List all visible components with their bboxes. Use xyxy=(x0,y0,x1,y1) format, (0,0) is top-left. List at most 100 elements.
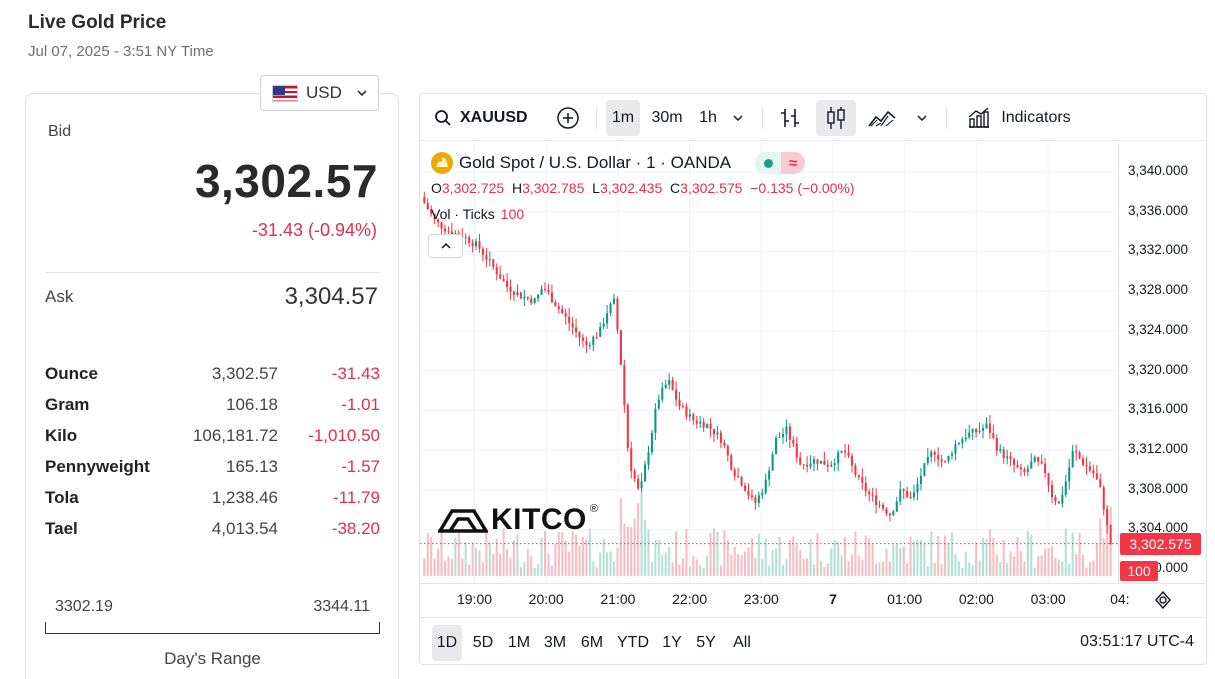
candle-body xyxy=(699,421,702,424)
volume-bar xyxy=(630,526,633,577)
volume-bar xyxy=(423,558,426,577)
range-6m-button[interactable]: 6M xyxy=(580,634,604,651)
volume-bar xyxy=(599,552,602,577)
candles-style-button[interactable] xyxy=(816,100,856,136)
kitco-wordmark: KITCO xyxy=(491,503,587,536)
volume-bar xyxy=(1092,560,1095,577)
range-5y-button[interactable]: 5Y xyxy=(696,634,716,651)
volume-bar xyxy=(1009,551,1012,577)
candle-body xyxy=(792,439,795,444)
volume-bar xyxy=(764,539,767,577)
candle-body xyxy=(785,426,788,435)
candle-body xyxy=(495,266,498,275)
volume-bar xyxy=(1068,563,1071,577)
candle-body xyxy=(561,308,564,313)
candle-body xyxy=(526,296,529,299)
ohlc-values: O3,302.725 H3,302.785 L3,302.435 C3,302.… xyxy=(431,180,855,196)
compare-symbol-button[interactable] xyxy=(552,100,584,136)
range-1d-button[interactable]: 1D xyxy=(432,625,462,661)
market-status-pill[interactable]: ≈ xyxy=(755,152,806,174)
quote-panel xyxy=(25,93,399,679)
x-tick-label: 7 xyxy=(829,591,837,607)
volume-bar xyxy=(499,553,502,577)
collapse-legend-button[interactable] xyxy=(428,234,463,258)
candle-body xyxy=(854,465,857,475)
volume-bar xyxy=(968,562,971,577)
candle-body xyxy=(737,476,740,478)
area-style-button[interactable] xyxy=(864,100,900,136)
candle-body xyxy=(564,312,567,317)
candle-body xyxy=(875,495,878,505)
volume-bar xyxy=(1081,554,1085,577)
range-ytd-button[interactable]: YTD xyxy=(617,634,649,651)
unit-row: Tael 4,013.54 -38.20 xyxy=(45,519,380,550)
candle-body xyxy=(1088,466,1091,471)
range-5d-button[interactable]: 5D xyxy=(472,634,494,651)
candle-body xyxy=(499,274,502,279)
candle-body xyxy=(664,384,667,388)
candle-body xyxy=(643,464,647,482)
interval-30m[interactable]: 30m xyxy=(651,109,683,126)
range-all-button[interactable]: All xyxy=(733,634,751,651)
indicators-button[interactable]: Indicators xyxy=(956,100,1082,136)
volume-bar xyxy=(612,561,616,577)
candle-body xyxy=(778,437,781,439)
volume-bar xyxy=(964,552,967,577)
volume-bar xyxy=(1033,567,1036,577)
unit-row: Kilo 106,181.72 -1,010.50 xyxy=(45,426,380,457)
volume-bar xyxy=(1095,543,1098,577)
volume-bar xyxy=(678,564,681,577)
volume-bar xyxy=(926,565,929,577)
chart-settings-icon[interactable] xyxy=(1153,590,1173,610)
volume-bar xyxy=(1085,567,1088,577)
volume-bar xyxy=(757,533,760,577)
candle-body xyxy=(971,429,974,433)
volume-bar xyxy=(806,558,809,577)
candle-body xyxy=(850,455,853,466)
volume-bar xyxy=(726,539,729,577)
candle-body xyxy=(1009,456,1012,460)
range-1m-button[interactable]: 1M xyxy=(507,634,531,651)
price-chart[interactable] xyxy=(420,143,1118,583)
volume-bar xyxy=(971,565,974,577)
volume-bar xyxy=(837,541,840,577)
volume-bar xyxy=(547,553,550,577)
volume-bar xyxy=(654,539,657,577)
volume-bar xyxy=(733,546,736,577)
page-title: Live Gold Price xyxy=(28,12,167,33)
volume-bar xyxy=(509,557,512,577)
candle-body xyxy=(961,439,964,444)
indicators-icon xyxy=(968,107,990,128)
interval-1m[interactable]: 1m xyxy=(606,100,640,136)
y-tick-label: 3,328.000 xyxy=(1128,282,1189,298)
candle-body xyxy=(1050,485,1054,498)
volume-bar xyxy=(919,539,922,577)
symbol-search[interactable]: XAUUSD xyxy=(428,100,532,136)
candle-body xyxy=(540,288,543,295)
volume-bar xyxy=(550,565,553,577)
volume-bar xyxy=(812,564,816,577)
volume-bar xyxy=(944,535,947,577)
volume-bar xyxy=(823,567,826,577)
volume-bar xyxy=(716,531,719,577)
volume-bar xyxy=(740,554,743,577)
candle-body xyxy=(599,326,602,337)
bars-style-button[interactable] xyxy=(774,100,806,136)
candle-body xyxy=(819,460,822,464)
candle-body xyxy=(506,280,509,287)
y-tick-label: 3,324.000 xyxy=(1128,321,1189,337)
high-label: H xyxy=(511,180,523,196)
currency-select[interactable]: USD xyxy=(260,75,379,111)
volume-bar xyxy=(1106,507,1109,577)
candle-body xyxy=(923,463,926,476)
volume-bar xyxy=(1061,561,1064,577)
volume-bar xyxy=(861,559,864,577)
volume-bar xyxy=(930,531,933,577)
chart-type-dropdown[interactable] xyxy=(910,100,934,136)
range-1y-button[interactable]: 1Y xyxy=(662,634,682,651)
volume-bar xyxy=(947,543,950,577)
range-3m-button[interactable]: 3M xyxy=(543,634,567,651)
candle-body xyxy=(1023,469,1026,473)
interval-1h[interactable]: 1h xyxy=(699,109,717,126)
interval-dropdown[interactable] xyxy=(726,100,750,136)
